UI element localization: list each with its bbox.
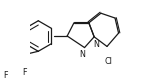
Text: Cl: Cl xyxy=(104,57,112,66)
Text: N: N xyxy=(80,50,85,59)
Text: F: F xyxy=(22,68,27,77)
Text: F: F xyxy=(3,71,8,80)
Text: N: N xyxy=(93,40,99,49)
